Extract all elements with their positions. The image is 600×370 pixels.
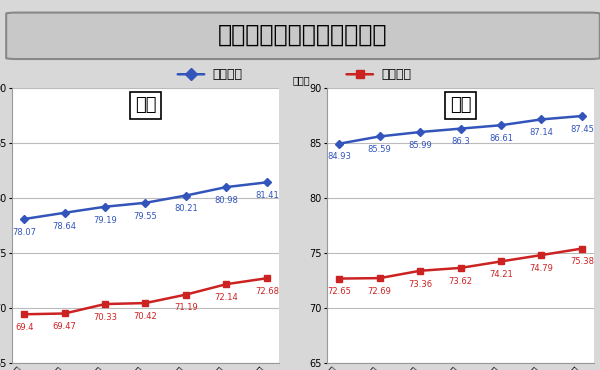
Text: 80.21: 80.21 [174, 204, 198, 213]
Text: 74.79: 74.79 [529, 264, 553, 273]
Text: 81.41: 81.41 [255, 191, 279, 200]
Text: 72.68: 72.68 [255, 287, 279, 296]
Text: 79.55: 79.55 [134, 212, 157, 221]
Text: 71.19: 71.19 [174, 303, 198, 312]
Text: 72.65: 72.65 [327, 287, 351, 296]
Text: （年）: （年） [292, 75, 310, 85]
Text: 80.98: 80.98 [214, 196, 238, 205]
Text: 78.07: 78.07 [12, 228, 36, 237]
Text: 84.93: 84.93 [327, 152, 351, 161]
Text: 74.21: 74.21 [489, 270, 513, 279]
Text: 平均寿命: 平均寿命 [213, 68, 243, 81]
Text: 79.19: 79.19 [93, 215, 117, 225]
Text: 85.59: 85.59 [368, 145, 391, 154]
Text: 73.62: 73.62 [449, 277, 473, 286]
Text: 75.38: 75.38 [570, 258, 594, 266]
Text: 72.14: 72.14 [215, 293, 238, 302]
Text: 86.61: 86.61 [489, 134, 513, 143]
Text: 86.3: 86.3 [451, 137, 470, 147]
Text: 69.4: 69.4 [15, 323, 34, 332]
Text: 73.36: 73.36 [408, 280, 432, 289]
Text: 健康寿命: 健康寿命 [382, 68, 412, 81]
Text: 87.45: 87.45 [570, 125, 594, 134]
Text: 70.33: 70.33 [93, 313, 117, 322]
FancyBboxPatch shape [6, 13, 600, 59]
Text: 70.42: 70.42 [134, 312, 157, 321]
Text: 男性: 男性 [135, 96, 156, 114]
Text: 85.99: 85.99 [408, 141, 432, 150]
Text: 69.47: 69.47 [53, 322, 77, 331]
Text: 72.69: 72.69 [368, 287, 392, 296]
Text: 女性: 女性 [450, 96, 471, 114]
Text: 87.14: 87.14 [529, 128, 553, 137]
Text: 78.64: 78.64 [53, 222, 77, 231]
Text: 平均寿命と健康寿命の推移: 平均寿命と健康寿命の推移 [218, 23, 388, 47]
